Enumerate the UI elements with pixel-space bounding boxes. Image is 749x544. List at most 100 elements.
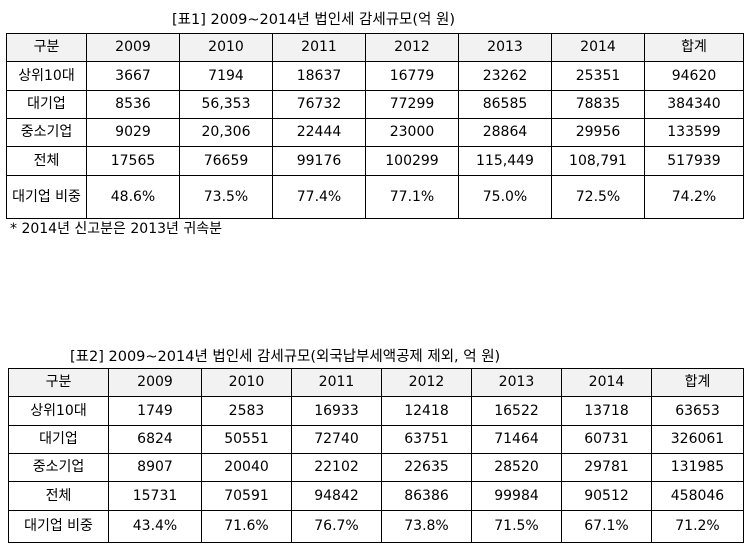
column-header: 2013: [471, 368, 562, 397]
table-cell: 18637: [272, 61, 366, 91]
table-cell: 25351: [551, 61, 645, 91]
table-cell: 56,353: [179, 90, 273, 119]
table-cell: 86585: [458, 90, 552, 119]
table-cell: 73.5%: [179, 175, 273, 219]
table-cell: 16522: [471, 396, 562, 426]
table1: 구분 2009 2010 2011 2012 2013 2014 합계 상위10대 3667 719…: [6, 33, 744, 219]
table-cell: 76659: [179, 146, 273, 176]
table-cell: 76732: [272, 90, 366, 119]
table-cell: 131985: [651, 453, 744, 482]
table-cell: 326061: [651, 425, 744, 454]
table1-footnote: * 2014년 신고분은 2013년 귀속분: [10, 221, 222, 237]
table-row: 전체 17565 76659 99176 100299 115,449 108,791 517…: [6, 146, 744, 176]
row-label: 중소기업: [8, 453, 109, 482]
column-header: 2014: [551, 33, 645, 62]
table-cell: 60731: [561, 425, 652, 454]
row-label: 대기업 비중: [6, 175, 87, 219]
table-cell: 99984: [471, 481, 562, 511]
column-header: 2014: [561, 368, 652, 397]
table-cell: 77299: [365, 90, 459, 119]
table-cell: 75.0%: [458, 175, 552, 219]
column-header: 2011: [272, 33, 366, 62]
table-cell: 94620: [644, 61, 744, 91]
column-header: 구분: [8, 368, 109, 397]
row-label: 대기업: [8, 425, 109, 454]
table-cell: 22635: [381, 453, 472, 482]
table2-caption: [표2] 2009~2014년 법인세 감세규모(외국납부세액공제 제외, 억 …: [70, 349, 501, 365]
column-header: 2011: [291, 368, 382, 397]
table-row: 대기업 8536 56,353 76732 77299 86585 78835 384340: [6, 90, 744, 119]
table-cell: 2583: [201, 396, 292, 426]
table-cell: 20,306: [179, 118, 273, 147]
table-cell: 86386: [381, 481, 472, 511]
row-label: 중소기업: [6, 118, 87, 147]
table-row: 상위10대 3667 7194 18637 16779 23262 25351 94620: [6, 61, 744, 91]
table-cell: 17565: [86, 146, 180, 176]
column-header: 2013: [458, 33, 552, 62]
column-header: 2009: [108, 368, 202, 397]
table-cell: 77.4%: [272, 175, 366, 219]
table-cell: 12418: [381, 396, 472, 426]
table-cell: 71.2%: [651, 510, 744, 543]
row-label: 전체: [8, 481, 109, 511]
column-header: 2009: [86, 33, 180, 62]
table-cell: 22444: [272, 118, 366, 147]
table-row: 중소기업 9029 20,306 22444 23000 28864 29956 133599: [6, 118, 744, 147]
table-row: 대기업 비중 43.4% 71.6% 76.7% 73.8% 71.5% 67.1% 71.2…: [8, 510, 744, 543]
table-header-row: 구분 2009 2010 2011 2012 2013 2014 합계: [6, 33, 744, 62]
table-cell: 9029: [86, 118, 180, 147]
table1-caption: [표1] 2009~2014년 법인세 감세규모(억 원): [172, 12, 455, 28]
table-cell: 16779: [365, 61, 459, 91]
table-cell: 28864: [458, 118, 552, 147]
table-cell: 71.6%: [201, 510, 292, 543]
table-cell: 20040: [201, 453, 292, 482]
column-header: 2010: [201, 368, 292, 397]
table-cell: 115,449: [458, 146, 552, 176]
table-cell: 76.7%: [291, 510, 382, 543]
table-cell: 7194: [179, 61, 273, 91]
table-cell: 3667: [86, 61, 180, 91]
table-cell: 99176: [272, 146, 366, 176]
table-cell: 29781: [561, 453, 652, 482]
table-row: 중소기업 8907 20040 22102 22635 28520 29781 131985: [8, 453, 744, 482]
table-cell: 384340: [644, 90, 744, 119]
column-header: 2010: [179, 33, 273, 62]
table-cell: 15731: [108, 481, 202, 511]
table2: 구분 2009 2010 2011 2012 2013 2014 합계 상위10대 1749 258…: [8, 368, 744, 543]
table-cell: 13718: [561, 396, 652, 426]
row-label: 상위10대: [8, 396, 109, 426]
column-header: 2012: [365, 33, 459, 62]
table-cell: 458046: [651, 481, 744, 511]
row-label: 대기업: [6, 90, 87, 119]
table-cell: 74.2%: [644, 175, 744, 219]
table-cell: 29956: [551, 118, 645, 147]
table-row: 대기업 비중 48.6% 73.5% 77.4% 77.1% 75.0% 72.5% 74.2…: [6, 175, 744, 219]
table-cell: 70591: [201, 481, 292, 511]
table-cell: 43.4%: [108, 510, 202, 543]
row-label: 대기업 비중: [8, 510, 109, 543]
table-cell: 71464: [471, 425, 562, 454]
table-cell: 63653: [651, 396, 744, 426]
row-label: 상위10대: [6, 61, 87, 91]
table-cell: 133599: [644, 118, 744, 147]
table-cell: 16933: [291, 396, 382, 426]
column-header: 구분: [6, 33, 87, 62]
column-header: 합계: [651, 368, 744, 397]
table-cell: 73.8%: [381, 510, 472, 543]
table-cell: 77.1%: [365, 175, 459, 219]
table-row: 전체 15731 70591 94842 86386 99984 90512 458046: [8, 481, 744, 511]
table-cell: 72740: [291, 425, 382, 454]
table-cell: 108,791: [551, 146, 645, 176]
table-cell: 6824: [108, 425, 202, 454]
table-cell: 63751: [381, 425, 472, 454]
table-row: 대기업 6824 50551 72740 63751 71464 60731 326061: [8, 425, 744, 454]
table-cell: 94842: [291, 481, 382, 511]
table-row: 상위10대 1749 2583 16933 12418 16522 13718 63653: [8, 396, 744, 426]
table-cell: 71.5%: [471, 510, 562, 543]
table-cell: 100299: [365, 146, 459, 176]
table-cell: 1749: [108, 396, 202, 426]
table-cell: 28520: [471, 453, 562, 482]
table-cell: 90512: [561, 481, 652, 511]
column-header: 2012: [381, 368, 472, 397]
table-cell: 8536: [86, 90, 180, 119]
